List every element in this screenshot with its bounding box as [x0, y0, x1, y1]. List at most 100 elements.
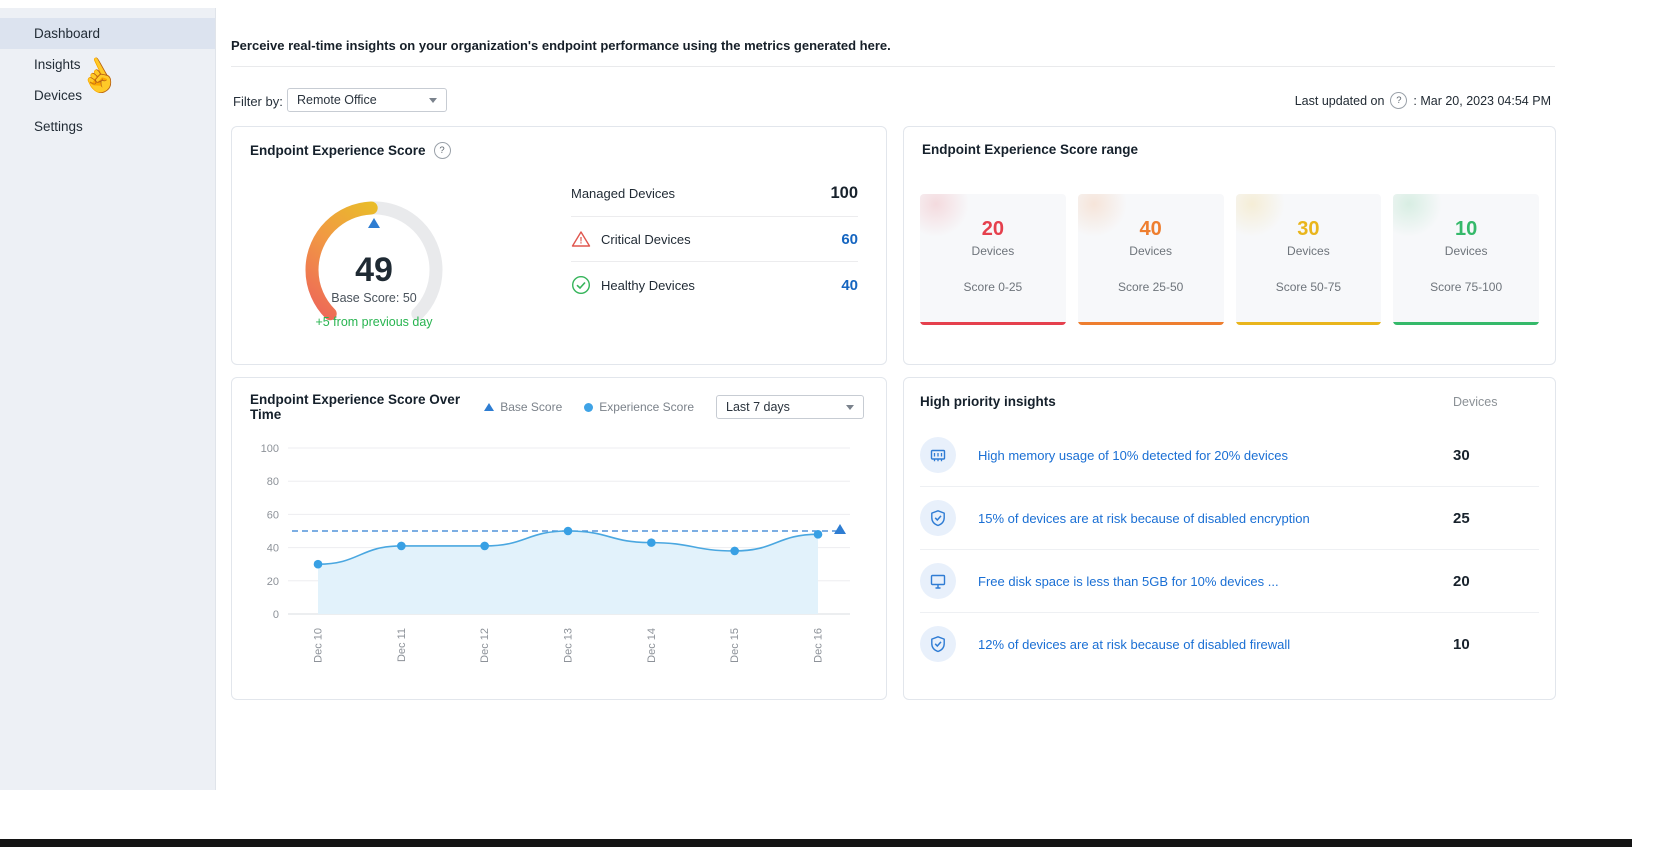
- experience-score-area: [318, 531, 818, 614]
- legend-experience-score[interactable]: Experience Score: [584, 400, 694, 414]
- sidebar-item-devices[interactable]: Devices: [34, 88, 83, 103]
- stat-label: Healthy Devices: [601, 277, 695, 293]
- high-priority-insights-card: High priority insights Devices High memo…: [903, 377, 1556, 700]
- insight-device-count: 30: [1453, 446, 1470, 464]
- card-title: Endpoint Experience Score Over Time: [250, 392, 461, 422]
- period-dropdown-value: Last 7 days: [726, 400, 790, 414]
- experience-score-point: [397, 541, 406, 551]
- stat-row-critical: ! Critical Devices 60: [571, 217, 858, 262]
- help-icon[interactable]: ?: [1390, 92, 1408, 109]
- chevron-down-icon: [429, 97, 437, 103]
- bucket-range: Score 25-50: [1117, 280, 1184, 294]
- shield-check-icon: [931, 636, 945, 653]
- main-content: Perceive real-time insights on your orga…: [217, 8, 1679, 839]
- experience-score-point: [730, 546, 739, 556]
- card-title: Endpoint Experience Score: [250, 143, 426, 158]
- bucket-range: Score 50-75: [1275, 280, 1342, 294]
- monitor-icon: [930, 574, 946, 589]
- icon-badge: [920, 437, 956, 473]
- insight-row-memory[interactable]: High memory usage of 10% detected for 20…: [920, 424, 1539, 486]
- score-range-card: Endpoint Experience Score range 20 Devic…: [903, 126, 1556, 365]
- sidebar-item-insights[interactable]: Insights: [34, 57, 81, 72]
- score-bucket-25-50[interactable]: 40 Devices Score 25-50: [1077, 194, 1224, 325]
- stat-label: Managed Devices: [571, 186, 676, 201]
- insight-row-disk-space[interactable]: Free disk space is less than 5GB for 10%…: [920, 549, 1539, 612]
- sidebar-item-dashboard[interactable]: Dashboard: [0, 18, 215, 49]
- insight-link[interactable]: 12% of devices are at risk because of di…: [978, 636, 1291, 652]
- score-gauge: 49 Base Score: 50 +5 from previous day: [305, 201, 443, 329]
- insight-device-count: 10: [1453, 635, 1470, 653]
- experience-score-point: [563, 526, 573, 536]
- y-tick-label: 100: [261, 443, 279, 455]
- insight-row-encryption[interactable]: 15% of devices are at risk because of di…: [920, 486, 1539, 549]
- experience-score-point: [480, 541, 489, 551]
- x-tick-label: Dec 11: [396, 628, 408, 662]
- insight-device-count: 20: [1453, 572, 1470, 590]
- bucket-unit: Devices: [1444, 244, 1488, 258]
- insight-link[interactable]: High memory usage of 10% detected for 20…: [978, 447, 1289, 463]
- score-bucket-75-100[interactable]: 10 Devices Score 75-100: [1393, 194, 1539, 325]
- warning-triangle-icon: !: [571, 231, 591, 247]
- bottom-edge-bar: [0, 839, 1632, 847]
- last-updated-value: : Mar 20, 2023 04:54 PM: [1413, 93, 1551, 108]
- triangle-marker-icon: [484, 403, 495, 411]
- legend-base-score[interactable]: Base Score: [484, 400, 562, 414]
- icon-badge: [920, 626, 956, 662]
- bucket-range: Score 0-25: [963, 280, 1023, 294]
- x-tick-label: Dec 10: [313, 628, 325, 663]
- divider: [231, 66, 1555, 67]
- sidebar: Dashboard Insights Devices Settings ☝: [0, 8, 216, 790]
- insight-link[interactable]: Free disk space is less than 5GB for 10%…: [978, 573, 1279, 589]
- base-score-marker-icon: [834, 524, 846, 534]
- card-title: Endpoint Experience Score range: [922, 142, 1139, 157]
- devices-column-header: Devices: [1453, 394, 1498, 409]
- dot-marker-icon: [584, 402, 594, 412]
- stat-row-managed: Managed Devices 100: [571, 171, 858, 217]
- score-value: 49: [355, 251, 393, 289]
- experience-score-point: [313, 559, 323, 569]
- score-over-time-chart: 0 20 40 60 80 100 Dec 10 Dec 11 Dec 12 Dec 13 Dec …: [261, 443, 850, 663]
- bucket-range: Score 75-100: [1430, 280, 1503, 294]
- x-tick-label: Dec 15: [729, 628, 741, 663]
- gauge-fill: [305, 201, 443, 321]
- experience-score-point: [647, 538, 656, 547]
- filter-dropdown-value: Remote Office: [297, 93, 377, 107]
- score-bucket-0-25[interactable]: 20 Devices Score 0-25: [920, 194, 1066, 325]
- base-score-label: Base Score: 50: [331, 291, 417, 305]
- insight-link[interactable]: 15% of devices are at risk because of di…: [978, 510, 1310, 526]
- bucket-count: 20: [981, 218, 1004, 240]
- stat-row-healthy: Healthy Devices 40: [571, 262, 858, 308]
- stat-value: 100: [830, 184, 858, 202]
- last-updated-label: Last updated on: [1294, 93, 1385, 108]
- x-tick-label: Dec 13: [563, 628, 575, 663]
- help-icon[interactable]: ?: [433, 142, 451, 159]
- score-bucket-50-75[interactable]: 30 Devices Score 50-75: [1235, 194, 1382, 325]
- shield-check-icon: [931, 510, 945, 527]
- period-dropdown[interactable]: Last 7 days: [716, 395, 864, 419]
- card-title: High priority insights: [920, 394, 1056, 409]
- icon-badge: [920, 563, 956, 599]
- icon-badge: [920, 500, 956, 536]
- page-description: Perceive real-time insights on your orga…: [231, 38, 891, 53]
- memory-icon: [930, 449, 946, 462]
- y-tick-label: 80: [267, 476, 279, 488]
- sidebar-item-settings[interactable]: Settings: [34, 119, 83, 134]
- bucket-unit: Devices: [971, 244, 1015, 258]
- last-updated: Last updated on ? : Mar 20, 2023 04:54 P…: [1295, 92, 1551, 109]
- y-tick-label: 60: [267, 509, 279, 521]
- bucket-count: 30: [1297, 218, 1320, 240]
- stat-value: 40: [841, 276, 858, 294]
- score-over-time-card: Endpoint Experience Score Over Time Base…: [231, 377, 887, 700]
- stat-label: Critical Devices: [601, 231, 691, 247]
- stat-value: 60: [841, 230, 858, 248]
- score-delta-label: +5 from previous day: [315, 315, 433, 329]
- bucket-count: 10: [1455, 218, 1478, 240]
- x-tick-label: Dec 12: [479, 628, 491, 663]
- score-buckets: 20 Devices Score 0-25 40 Devices Score 2…: [920, 194, 1539, 325]
- y-tick-label: 20: [267, 576, 279, 588]
- endpoint-score-card: Endpoint Experience Score ? 49 Base Scor…: [231, 126, 887, 365]
- insight-row-firewall[interactable]: 12% of devices are at risk because of di…: [920, 612, 1539, 675]
- filter-dropdown[interactable]: Remote Office: [287, 88, 447, 112]
- bucket-unit: Devices: [1129, 244, 1172, 258]
- filter-by-label: Filter by:: [233, 94, 283, 109]
